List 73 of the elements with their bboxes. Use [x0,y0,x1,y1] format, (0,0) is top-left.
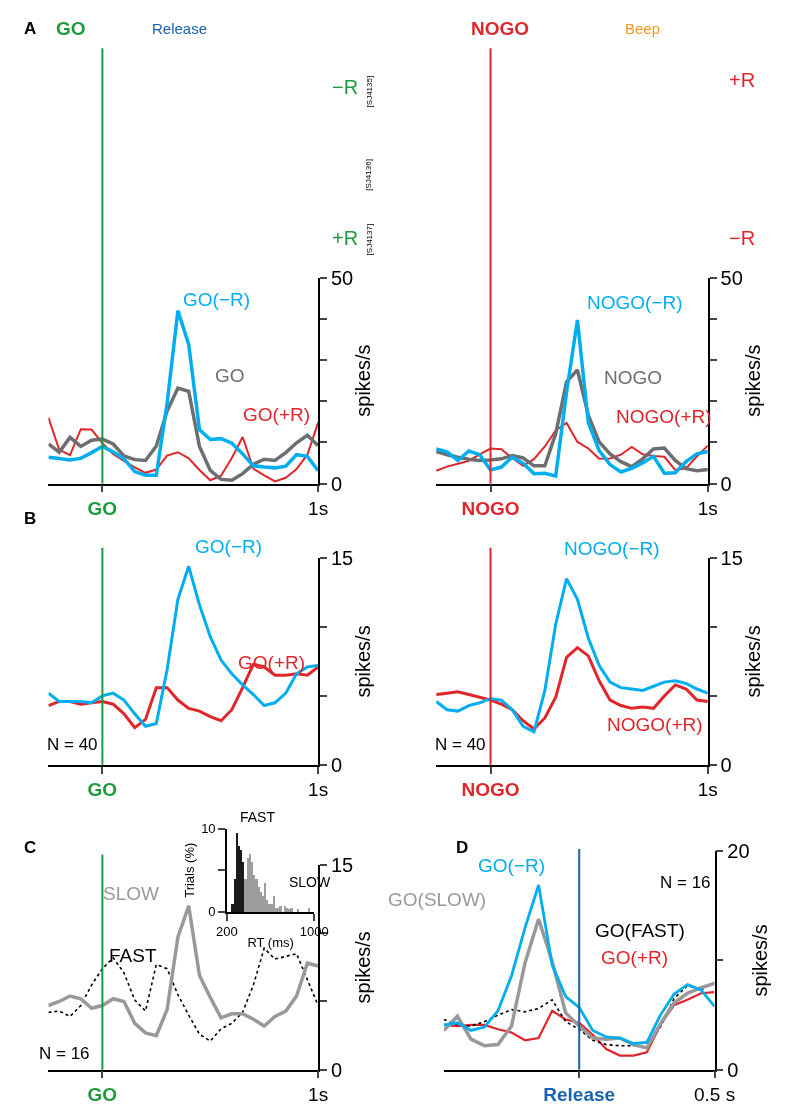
line-series [48,308,319,478]
y-axis-title: spikes/s [748,924,771,997]
text: +R [729,69,756,91]
text: [SJ4137] [364,223,374,256]
annotation: N = 16 [660,873,711,892]
text: A [24,19,37,38]
text: B [24,509,37,528]
series-label: GO(+R) [601,947,669,968]
y-axis-title: Trials (%) [181,842,197,898]
x-tick-label: 1s [697,498,718,520]
line-series [436,577,708,734]
text: −R [332,76,359,98]
text: C [24,838,37,857]
y-tick-label: 50 [330,266,354,289]
series-label: GO(−R) [195,536,263,557]
series-label: GO [215,365,245,386]
annotation: N = 16 [39,1044,90,1063]
x-axis-title: RT (ms) [247,935,294,951]
text: NOGO [471,18,530,39]
y-axis-title: spikes/s [352,931,375,1004]
text: GO(FAST) [595,920,685,941]
y-tick-label: 15 [330,853,354,876]
line-series [48,564,319,728]
y-tick-label: 20 [727,840,750,863]
series-label: GO(+R) [243,404,311,425]
text: [SJ4136] [364,159,374,191]
x-tick-label: GO [87,779,118,801]
x-tick-label: 200 [216,924,238,940]
y-axis-title: spikes/s [741,625,764,698]
text: Release [152,20,208,37]
series-label: NOGO(+R) [607,714,703,735]
x-tick-label: 1s [308,1084,329,1106]
annotation: N = 40 [47,735,98,754]
x-tick-label: 1s [308,779,329,801]
annotation: D [456,838,469,857]
series-label: FAST [240,809,276,825]
text: GO(SLOW) [388,889,487,910]
text: Beep [625,20,661,37]
series-label: SLOW [103,883,160,904]
y-tick-label: 15 [720,547,743,570]
line-series [48,386,319,482]
text: [SJ4135] [364,75,374,108]
y-tick-label: 0 [727,1058,739,1081]
series-label: GO(−R) [478,855,546,876]
annotation: N = 40 [435,735,486,754]
series-label: NOGO [604,367,663,388]
x-tick-label: 0.5 s [693,1084,736,1106]
x-tick-label: 1s [308,498,329,520]
text: +R [332,227,359,249]
y-tick-label: 15 [330,547,354,570]
y-axis-title: spikes/s [352,344,375,417]
series-label: GO(−R) [183,289,251,310]
x-tick-label: Release [543,1084,616,1106]
y-axis-title: spikes/s [352,625,375,698]
x-tick-label: GO [87,498,118,520]
text: −R [729,227,756,249]
y-tick-label: 50 [720,266,743,289]
y-tick-label: 0 [330,472,343,495]
text: GO [56,18,86,39]
y-tick-label: 0 [208,904,216,920]
y-tick-label: 0 [330,753,343,776]
x-tick-label: GO [87,1084,118,1106]
x-tick-label: NOGO [461,498,520,520]
y-tick-label: 10 [201,821,216,837]
x-tick-label: 1s [697,779,718,801]
y-tick-label: 0 [720,753,732,776]
y-tick-label: 0 [720,472,732,495]
x-tick-label: NOGO [461,779,520,801]
y-tick-label: 0 [330,1058,343,1081]
series-label: NOGO(−R) [564,538,660,559]
series-label: FAST [109,945,157,966]
y-axis-title: spikes/s [741,344,764,417]
series-label: NOGO(−R) [587,292,683,313]
